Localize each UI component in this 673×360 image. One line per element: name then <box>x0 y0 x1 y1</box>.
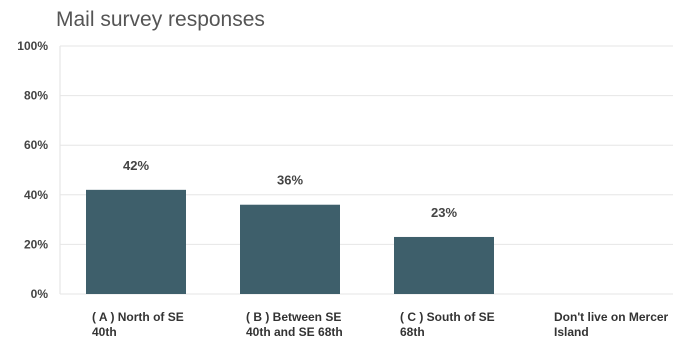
bars <box>86 189 494 294</box>
bar <box>86 189 186 294</box>
y-tick-label: 80% <box>24 89 48 103</box>
category-label: Don't live on Mercer Island <box>554 310 669 339</box>
bar <box>394 236 494 294</box>
category-label: ( B ) Between SE 40th and SE 68th <box>246 310 343 339</box>
y-axis-ticks: 0% 20% 40% 60% 80% 100% <box>17 39 48 301</box>
category-label: ( A ) North of SE 40th <box>92 310 184 339</box>
y-tick-label: 100% <box>17 39 48 53</box>
chart-title: Mail survey responses <box>56 8 265 31</box>
data-label: 42% <box>123 158 149 173</box>
y-tick-label: 60% <box>24 138 48 152</box>
y-tick-label: 20% <box>24 237 48 251</box>
bar <box>240 204 340 294</box>
data-labels: 42% 36% 23% <box>123 158 457 220</box>
y-tick-label: 40% <box>24 188 48 202</box>
category-label: ( C ) South of SE 68th <box>400 310 495 339</box>
data-label: 36% <box>277 173 303 188</box>
data-label: 23% <box>431 205 457 220</box>
y-tick-label: 0% <box>31 287 49 301</box>
